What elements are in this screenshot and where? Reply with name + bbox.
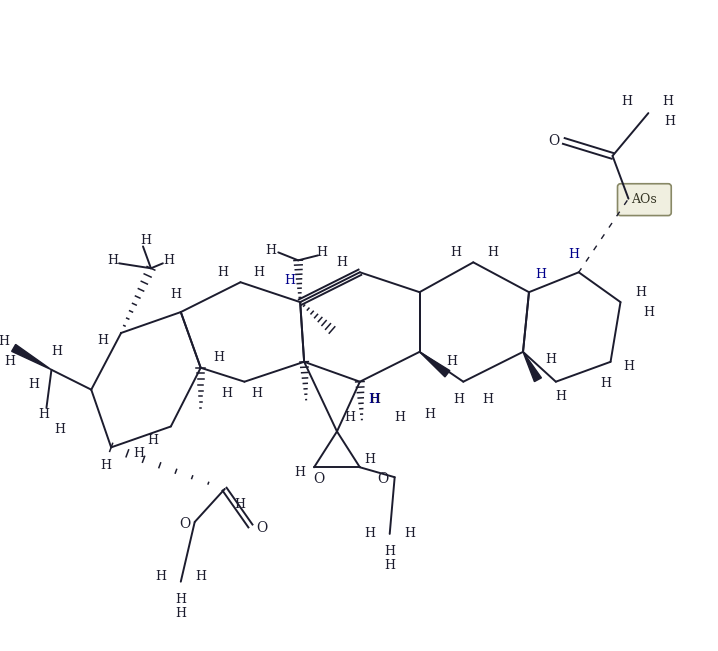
FancyBboxPatch shape — [617, 184, 671, 215]
Text: H: H — [663, 94, 673, 107]
Text: H: H — [213, 352, 224, 365]
Text: H: H — [368, 393, 379, 406]
Text: H: H — [195, 570, 206, 583]
Text: H: H — [364, 453, 376, 466]
Text: H: H — [384, 559, 395, 572]
Text: H: H — [54, 423, 65, 436]
Text: H: H — [175, 607, 186, 620]
Text: AOs: AOs — [632, 193, 657, 206]
Text: H: H — [621, 94, 632, 107]
Text: H: H — [337, 256, 348, 269]
Text: H: H — [568, 248, 579, 261]
Text: H: H — [345, 411, 355, 424]
Text: O: O — [257, 521, 268, 535]
Text: H: H — [294, 465, 306, 478]
Text: H: H — [175, 593, 186, 606]
Text: H: H — [453, 393, 464, 406]
Text: O: O — [549, 134, 559, 148]
Text: H: H — [253, 266, 264, 279]
Text: H: H — [0, 335, 9, 348]
Text: H: H — [665, 115, 676, 128]
Text: H: H — [446, 355, 457, 368]
Polygon shape — [523, 352, 541, 381]
Text: H: H — [170, 288, 182, 301]
Text: H: H — [424, 408, 435, 421]
Text: H: H — [147, 434, 159, 447]
Polygon shape — [419, 352, 450, 377]
Text: H: H — [38, 408, 49, 421]
Text: O: O — [314, 472, 325, 486]
Text: O: O — [377, 472, 388, 486]
Text: O: O — [179, 517, 190, 531]
Text: H: H — [51, 346, 62, 358]
Text: H: H — [555, 390, 567, 403]
Text: H: H — [364, 527, 376, 540]
Text: H: H — [384, 546, 395, 559]
Text: H: H — [221, 387, 232, 400]
Text: H: H — [108, 254, 118, 267]
Text: H: H — [155, 570, 167, 583]
Text: H: H — [623, 360, 634, 373]
Text: H: H — [317, 246, 327, 259]
Text: H: H — [101, 459, 112, 472]
Text: H: H — [251, 387, 262, 400]
Text: H: H — [643, 305, 654, 318]
Polygon shape — [11, 344, 52, 370]
Text: H: H — [369, 393, 381, 406]
Text: H: H — [536, 268, 546, 281]
Text: H: H — [234, 497, 245, 510]
Text: H: H — [265, 244, 276, 257]
Text: H: H — [134, 447, 144, 460]
Text: H: H — [394, 411, 405, 424]
Text: H: H — [404, 527, 415, 540]
Text: H: H — [4, 355, 15, 368]
Text: H: H — [141, 234, 151, 247]
Text: H: H — [28, 378, 39, 391]
Text: H: H — [482, 393, 494, 406]
Text: H: H — [546, 353, 556, 367]
Text: H: H — [635, 286, 646, 299]
Text: H: H — [488, 246, 499, 259]
Text: H: H — [600, 377, 611, 390]
Text: H: H — [98, 335, 108, 348]
Text: H: H — [285, 273, 296, 286]
Text: H: H — [217, 266, 228, 279]
Text: H: H — [164, 254, 174, 267]
Text: H: H — [450, 246, 461, 259]
